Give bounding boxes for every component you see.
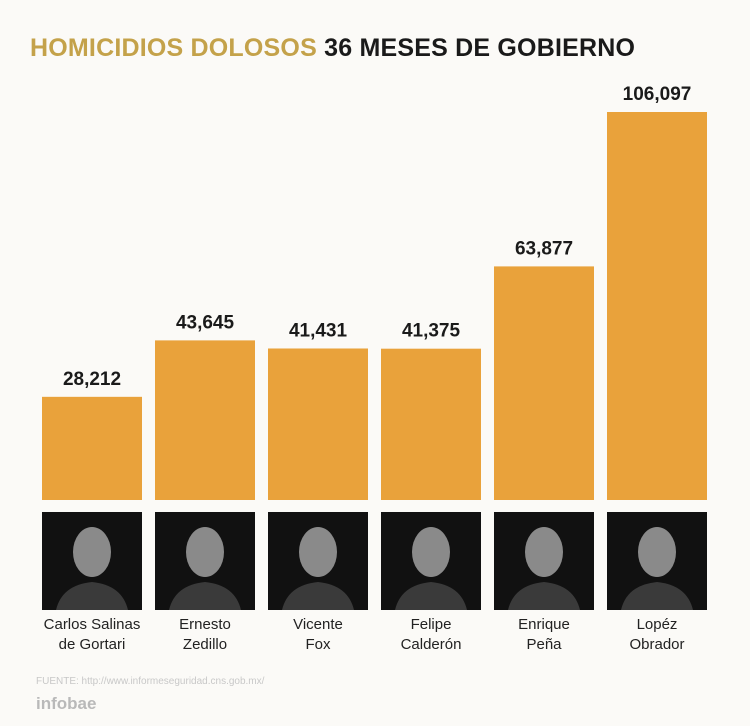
value-label: 41,375 [402, 321, 461, 342]
value-label: 41,431 [289, 320, 348, 341]
category-label: Vicente Fox [293, 616, 343, 653]
category-label: Felipe Calderón [400, 616, 462, 653]
portrait-body [508, 582, 580, 610]
portrait-head [412, 527, 450, 577]
portrait-head [73, 527, 111, 577]
portrait-body [282, 582, 354, 610]
portrait-body [169, 582, 241, 610]
category-label: Ernesto Zedillo [179, 616, 231, 653]
title-rest: 36 MESES DE GOBIERNO [324, 34, 636, 62]
category-label: Enrique Peña [518, 616, 570, 653]
bar [42, 396, 142, 500]
portrait-body [395, 582, 467, 610]
source: FUENTE: http://www.informeseguridad.cns.… [36, 676, 265, 687]
bar [381, 348, 481, 500]
value-label: 63,877 [515, 238, 573, 259]
portrait-body [621, 582, 693, 610]
bar [268, 348, 368, 500]
value-label: 43,645 [176, 312, 235, 333]
category-label: Carlos Salinas de Gortari [43, 616, 141, 653]
title-highlight: HOMICIDIOS DOLOSOS [30, 34, 317, 62]
chart-title: HOMICIDIOS DOLOSOS 36 MESES DE GOBIERNO [30, 34, 635, 63]
portrait-head [186, 527, 224, 577]
bar [494, 266, 594, 500]
portrait-body [56, 582, 128, 610]
value-label: 28,212 [63, 369, 121, 390]
value-label: 106,097 [623, 84, 692, 105]
portrait-head [638, 527, 676, 577]
portrait-head [299, 527, 337, 577]
brand: infobae [36, 694, 97, 713]
category-label: Lopéz Obrador [629, 616, 685, 653]
bar [155, 340, 255, 500]
bar [607, 112, 707, 500]
portrait-head [525, 527, 563, 577]
